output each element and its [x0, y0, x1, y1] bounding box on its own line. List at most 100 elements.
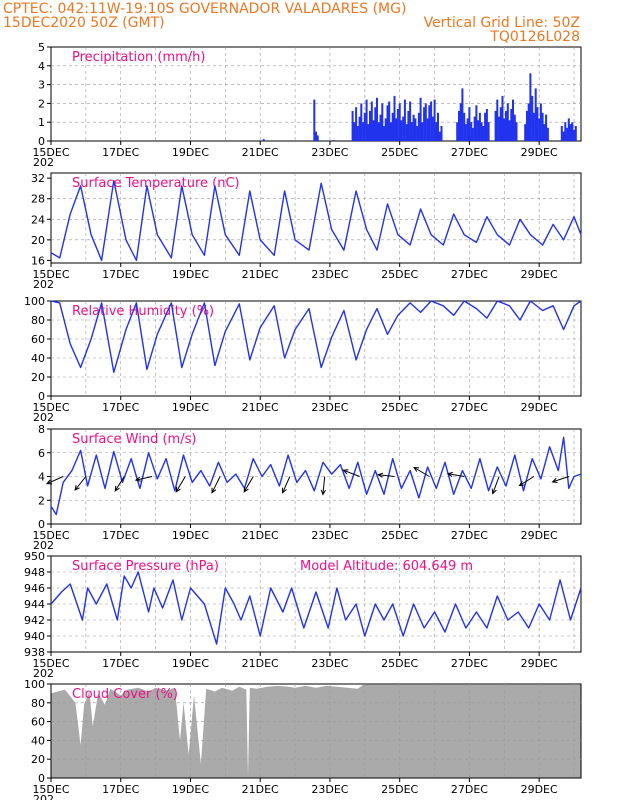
xtick-year: 202: [33, 278, 54, 291]
xtick-label: 29DEC: [521, 268, 558, 281]
xtick-label: 29DEC: [521, 529, 558, 542]
xtick-label: 23DEC: [311, 268, 348, 281]
wind-arrowhead: [342, 469, 349, 475]
precip-bar: [482, 126, 485, 141]
precip-bar: [391, 112, 394, 141]
ytick-label: 40: [31, 352, 45, 365]
xtick-label: 17DEC: [102, 783, 139, 796]
wind-vector: [114, 476, 125, 492]
wind-arrowhead: [518, 481, 525, 487]
precip-bar: [316, 135, 319, 141]
xtick-label: 15DEC: [32, 401, 69, 414]
precip-bar: [484, 112, 487, 141]
ytick-label: 944: [24, 598, 45, 611]
xtick-label: 19DEC: [172, 783, 209, 796]
series-line: [50, 571, 582, 645]
precip-bar: [456, 122, 459, 141]
xtick-label: 17DEC: [102, 529, 139, 542]
xtick-label: 21DEC: [242, 268, 279, 281]
precip-bar: [569, 124, 572, 141]
wind-arrowhead: [134, 476, 141, 482]
wind-arrowhead: [114, 485, 120, 492]
precip-bar: [539, 103, 542, 141]
ytick-label: 24: [31, 213, 45, 226]
precip-bar: [313, 99, 316, 141]
xtick-label: 27DEC: [451, 401, 488, 414]
wind-vector: [74, 476, 87, 491]
panel-frame: [50, 300, 582, 397]
precip-bar: [421, 122, 424, 141]
xtick-label: 27DEC: [451, 657, 488, 670]
ytick-label: 60: [31, 333, 45, 346]
ytick-label: 100: [24, 678, 45, 691]
series-line: [50, 180, 582, 262]
panel-precipitation: 0 1 2 3 4 5 15DEC 17DEC 19DEC 21DEC 23DEC 25DEC 27DE…: [32, 41, 582, 169]
xtick-label: 25DEC: [381, 783, 418, 796]
precip-bar: [398, 103, 401, 141]
xtick-label: 19DEC: [172, 146, 209, 159]
precip-bar: [566, 127, 569, 141]
ytick-label: 28: [31, 193, 45, 206]
precip-bar: [416, 126, 419, 141]
precip-bar: [407, 110, 410, 141]
precip-bar: [433, 99, 436, 141]
precip-bar: [560, 126, 563, 141]
precip-bar: [355, 107, 358, 141]
xtick-label: 23DEC: [311, 529, 348, 542]
ytick-label: 6: [38, 447, 45, 460]
precip-bar: [531, 95, 534, 141]
wind-vector: [492, 476, 500, 494]
panel-title: Precipitation (mm/h): [72, 50, 205, 65]
ytick-label: 32: [31, 172, 45, 185]
ytick-label: 60: [31, 716, 45, 729]
xtick-label: 25DEC: [381, 401, 418, 414]
wind-vector: [519, 476, 535, 486]
precip-bar: [458, 110, 460, 141]
precip-bar: [437, 112, 439, 141]
wind-arrowhead: [175, 486, 181, 493]
wind-vector: [447, 473, 465, 477]
precip-bar: [428, 105, 431, 141]
precip-bar: [374, 107, 377, 141]
precip-bar: [372, 120, 375, 141]
xtick-year: 202: [33, 411, 54, 424]
precip-bar: [532, 112, 535, 141]
precip-bar: [351, 110, 354, 141]
precip-bar: [480, 122, 483, 141]
precip-bar: [403, 99, 406, 141]
panel-frame: [50, 172, 582, 264]
panel-relative_humidity: 0 20 40 60 80 100 15DEC 17DEC 19DEC 21DEC 23DEC 25D…: [24, 295, 582, 424]
precip-bar: [393, 95, 396, 141]
precip-bar: [468, 107, 471, 141]
precip-bar: [471, 127, 474, 141]
ytick-label: 5: [38, 41, 45, 54]
xtick-label: 15DEC: [32, 529, 69, 542]
header-datetime: 15DEC2020 50Z (GMT): [3, 15, 165, 31]
precip-bar: [513, 114, 516, 141]
precip-bar: [470, 122, 473, 141]
precip-bar: [534, 88, 537, 141]
precip-bar: [414, 118, 417, 141]
panel-annotation: Model Altitude: 604.649 m: [300, 559, 473, 574]
wind-vector: [413, 467, 430, 477]
ytick-label: 950: [24, 550, 45, 563]
precip-bar: [466, 118, 469, 141]
precip-bar: [377, 122, 380, 141]
xtick-label: 17DEC: [102, 401, 139, 414]
xtick-year: 202: [33, 793, 54, 800]
precip-bar: [526, 110, 528, 141]
xtick-label: 17DEC: [102, 268, 139, 281]
precip-bar: [315, 131, 317, 141]
ytick-label: 4: [38, 471, 45, 484]
precip-bar: [430, 101, 433, 141]
xtick-year: 202: [33, 539, 54, 552]
precip-bar: [487, 122, 490, 141]
xtick-label: 27DEC: [451, 268, 488, 281]
wind-vector: [282, 476, 291, 493]
precip-bar: [461, 88, 464, 141]
precip-bar: [505, 110, 507, 141]
precip-bar: [508, 120, 511, 141]
xtick-label: 19DEC: [172, 401, 209, 414]
precip-bar: [564, 122, 567, 141]
